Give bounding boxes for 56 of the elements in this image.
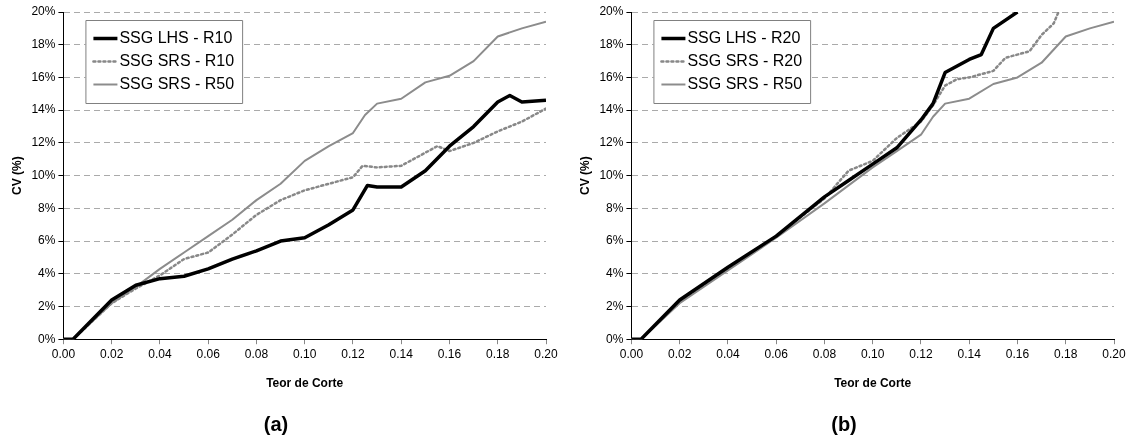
x-tick-label: 0.14 bbox=[957, 346, 982, 361]
x-tick-label: 0.18 bbox=[486, 346, 510, 361]
x-axis-title: Teor de Corte bbox=[266, 376, 344, 391]
x-tick-label: 0.08 bbox=[812, 346, 837, 361]
x-tick-label: 0.08 bbox=[244, 346, 269, 361]
x-axis-title: Teor de Corte bbox=[834, 376, 912, 391]
x-tick-label: 0.06 bbox=[764, 346, 789, 361]
x-tick-label: 0.18 bbox=[1054, 346, 1078, 361]
y-tick-label: 6% bbox=[606, 233, 624, 248]
y-tick-label: 14% bbox=[599, 102, 624, 117]
y-tick-label: 2% bbox=[38, 298, 56, 313]
y-tick-label: 18% bbox=[31, 37, 56, 52]
y-tick-label: 4% bbox=[38, 266, 56, 281]
y-tick-label: 0% bbox=[606, 331, 624, 346]
x-tick-label: 0.02 bbox=[668, 346, 692, 361]
y-tick-label: 16% bbox=[599, 69, 624, 84]
x-tick-label: 0.10 bbox=[861, 346, 885, 361]
y-tick-label: 4% bbox=[606, 266, 624, 281]
y-tick-label: 14% bbox=[31, 102, 56, 117]
text: (a) bbox=[263, 412, 289, 435]
x-tick-label: 0.14 bbox=[389, 346, 414, 361]
legend-label: SSG SRS - R50 bbox=[687, 74, 803, 92]
x-tick-label: 0.20 bbox=[1102, 346, 1126, 361]
y-tick-label: 8% bbox=[606, 200, 624, 215]
y-tick-label: 10% bbox=[31, 167, 56, 182]
y-tick-label: 16% bbox=[31, 69, 56, 84]
x-tick-label: 0.00 bbox=[619, 346, 644, 361]
y-tick-label: 20% bbox=[31, 4, 56, 19]
x-tick-label: 0.16 bbox=[437, 346, 462, 361]
x-tick-label: 0.04 bbox=[148, 346, 172, 361]
legend-label: SSG LHS - R20 bbox=[687, 28, 801, 46]
y-axis-title: CV (%) bbox=[9, 156, 24, 195]
y-tick-label: 20% bbox=[599, 4, 624, 19]
x-tick-label: 0.00 bbox=[51, 346, 76, 361]
x-tick-label: 0.16 bbox=[1005, 346, 1030, 361]
x-tick-label: 0.04 bbox=[716, 346, 740, 361]
legend-label: SSG SRS - R10 bbox=[119, 51, 235, 69]
y-tick-label: 6% bbox=[38, 233, 56, 248]
x-tick-label: 0.12 bbox=[341, 346, 365, 361]
text: (b) bbox=[831, 412, 857, 435]
x-tick-label: 0.06 bbox=[196, 346, 221, 361]
y-tick-label: 18% bbox=[599, 37, 624, 52]
x-tick-label: 0.12 bbox=[909, 346, 933, 361]
x-tick-label: 0.10 bbox=[293, 346, 317, 361]
y-tick-label: 12% bbox=[599, 135, 624, 150]
y-tick-label: 2% bbox=[606, 298, 624, 313]
y-tick-label: 0% bbox=[38, 331, 56, 346]
x-tick-label: 0.02 bbox=[100, 346, 124, 361]
legend-label: SSG SRS - R20 bbox=[687, 51, 803, 69]
y-tick-label: 8% bbox=[38, 200, 56, 215]
legend-label: SSG LHS - R10 bbox=[119, 28, 233, 46]
y-tick-label: 12% bbox=[31, 135, 56, 150]
y-axis-title: CV (%) bbox=[577, 156, 592, 195]
x-tick-label: 0.20 bbox=[534, 346, 558, 361]
y-tick-label: 10% bbox=[599, 167, 624, 182]
legend-label: SSG SRS - R50 bbox=[119, 74, 235, 92]
